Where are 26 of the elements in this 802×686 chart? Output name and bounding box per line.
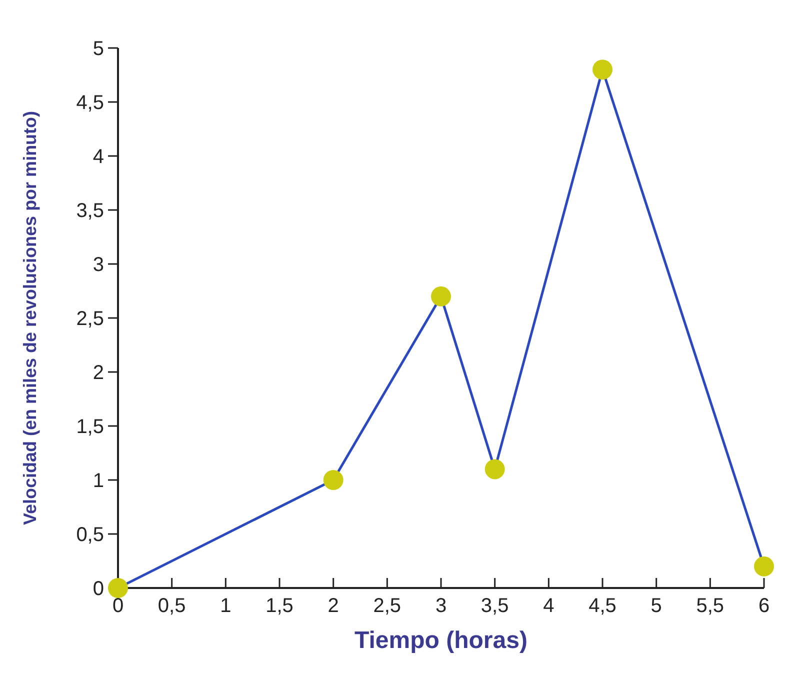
y-axis-title: Velocidad (en miles de revoluciones por minuto) (20, 110, 40, 526)
x-tick-label: 1,5 (266, 595, 294, 617)
x-tick-label: 6 (758, 595, 770, 617)
y-tick-label: 4 (92, 146, 104, 168)
x-tick-label: 0,5 (158, 595, 186, 617)
y-tick-label: 0,5 (76, 524, 104, 546)
x-tick-label: 3 (435, 595, 447, 617)
x-tick-label: 4,5 (588, 595, 616, 617)
y-tick-label: 1,5 (76, 416, 104, 438)
x-tick-label: 2,5 (373, 595, 402, 617)
x-axis-title: Tiempo (horas) (354, 627, 528, 654)
y-tick-label: 0 (92, 578, 104, 600)
x-tick-label: 5 (650, 595, 662, 617)
y-tick-label: 5 (92, 38, 104, 60)
x-tick-label: 1 (220, 595, 232, 617)
y-tick-label: 2,5 (76, 308, 104, 330)
x-tick-label: 3,5 (480, 595, 509, 617)
x-tick-label: 2 (328, 595, 339, 617)
y-tick-label: 3,5 (76, 200, 104, 222)
y-tick-label: 4,5 (76, 92, 104, 114)
y-tick-label: 3 (92, 254, 104, 276)
y-tick-label: 2 (92, 362, 104, 384)
x-tick-label: 4 (543, 595, 554, 617)
x-tick-label: 5,5 (696, 595, 724, 617)
y-tick-label: 1 (92, 470, 104, 492)
x-tick-label: 0 (112, 595, 124, 617)
